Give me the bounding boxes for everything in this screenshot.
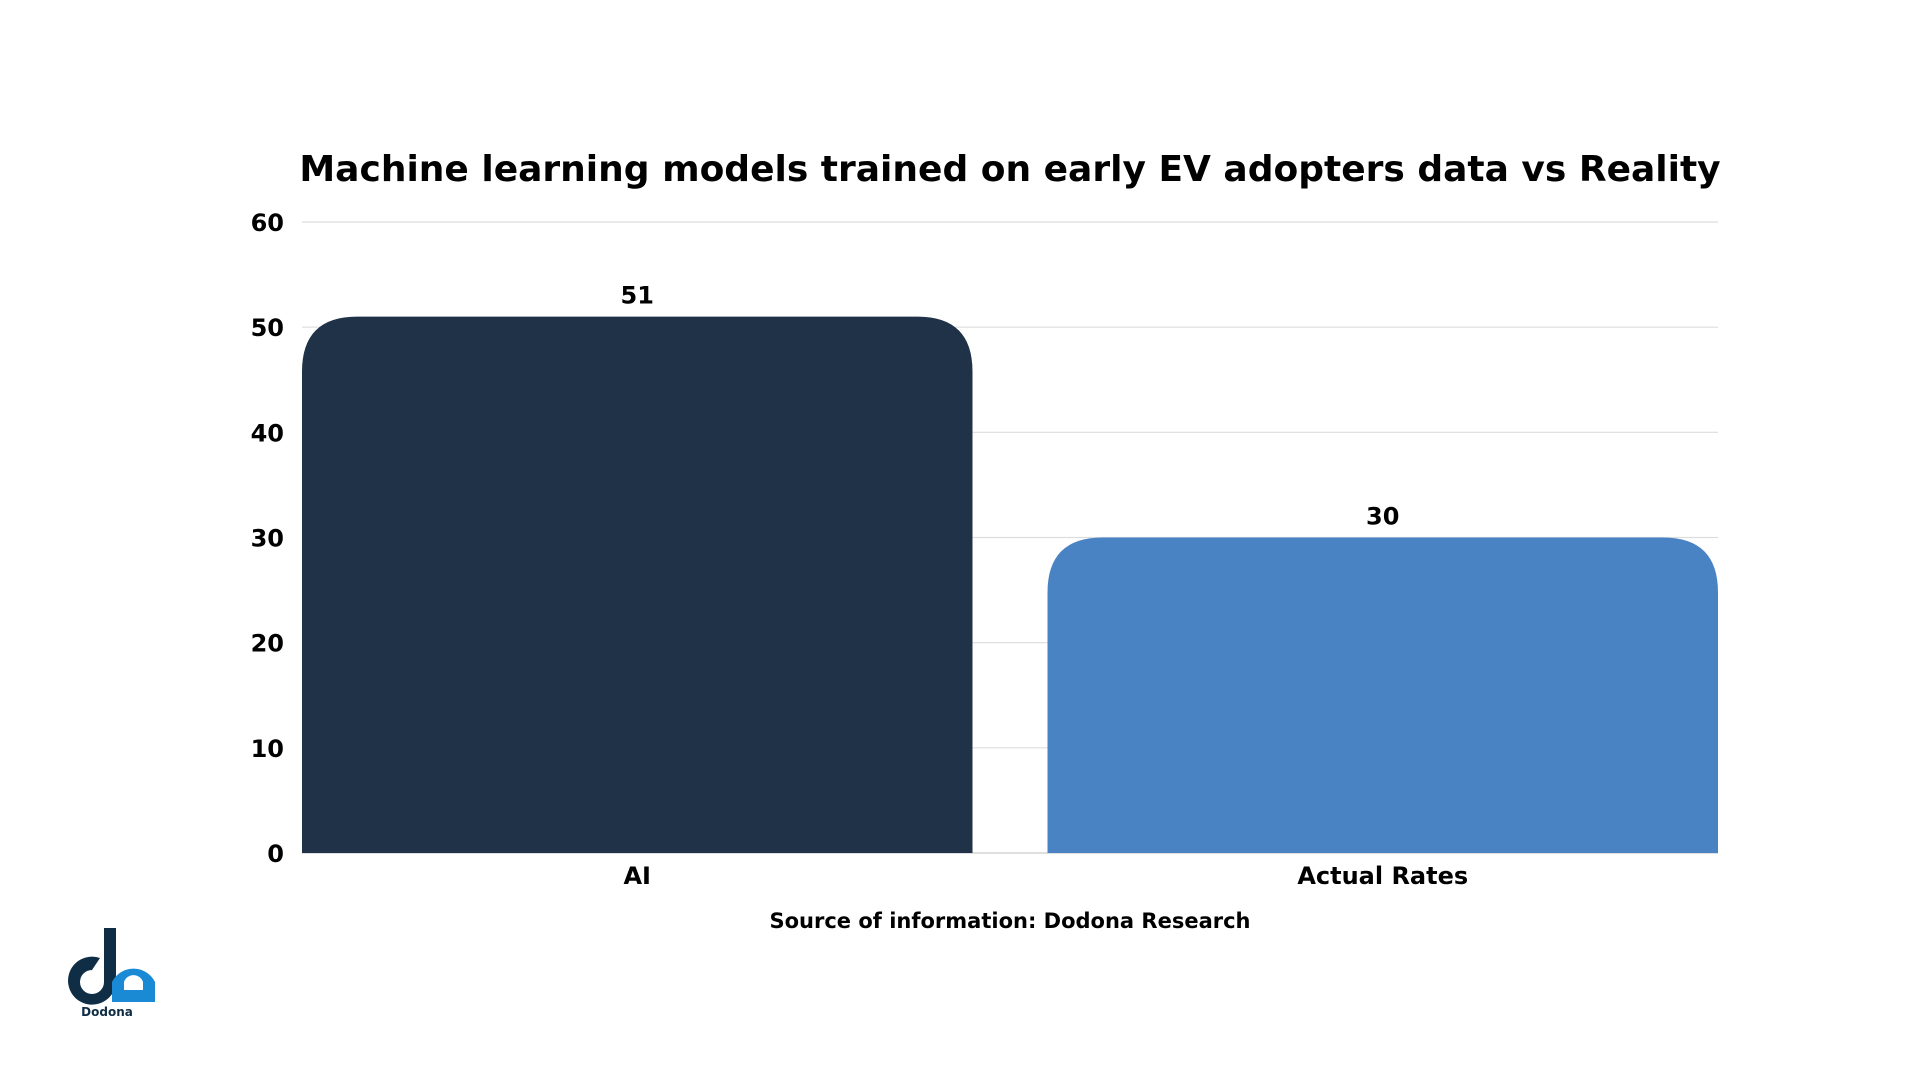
y-tick-label: 20 <box>251 630 284 658</box>
source-note: Source of information: Dodona Research <box>769 909 1250 933</box>
data-label: 51 <box>621 282 654 310</box>
y-tick-label: 60 <box>251 209 284 237</box>
y-tick-label: 10 <box>251 735 284 763</box>
dodona-logo: Dodona <box>68 928 155 1019</box>
x-tick-label: Actual Rates <box>1297 862 1468 890</box>
bar-ai <box>302 316 973 853</box>
y-tick-label: 30 <box>251 525 284 553</box>
chart-title: Machine learning models trained on early… <box>299 149 1720 190</box>
logo-a-shape <box>112 968 155 1002</box>
y-tick-label: 0 <box>267 840 284 868</box>
y-tick-label: 40 <box>251 419 284 447</box>
data-label: 30 <box>1366 503 1399 531</box>
x-tick-label: AI <box>623 862 651 890</box>
y-tick-label: 50 <box>251 314 284 342</box>
logo-d-shape <box>68 928 116 1005</box>
bar-actual-rates <box>1047 537 1718 853</box>
logo-text: Dodona <box>81 1005 133 1019</box>
